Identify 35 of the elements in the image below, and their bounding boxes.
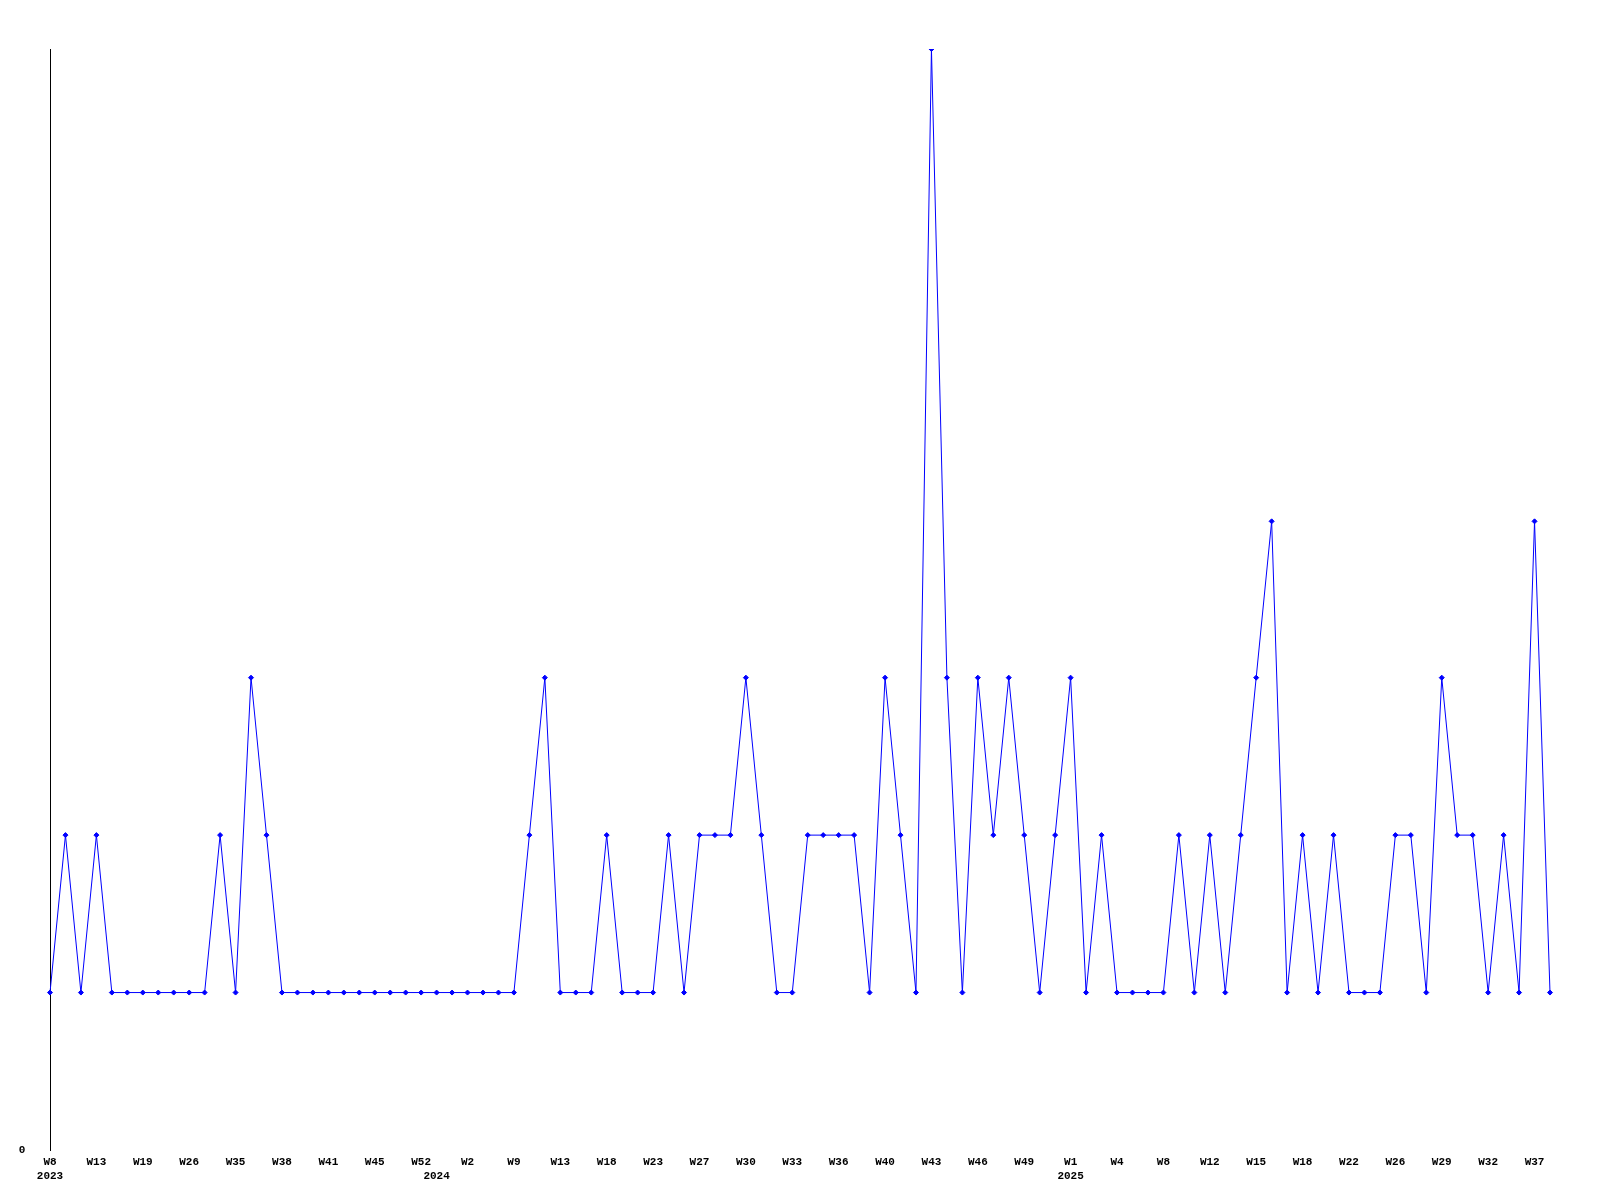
x-tick-label: W18 xyxy=(596,1156,617,1169)
x-tick-label: W19 xyxy=(132,1156,153,1169)
x-tick-label: W18 xyxy=(1292,1156,1313,1169)
x-tick-label: W38 xyxy=(272,1156,293,1169)
x-tick-label: W45 xyxy=(364,1156,386,1169)
x-tick-label: W46 xyxy=(967,1156,988,1169)
x-tick-label: W36 xyxy=(828,1156,849,1169)
x-tick-label: W29 xyxy=(1431,1156,1452,1169)
x-tick-label: W49 xyxy=(1014,1156,1035,1169)
x-tick-label: W26 xyxy=(179,1156,200,1169)
x-tick-label: W35 xyxy=(225,1156,246,1169)
x-tick-label: W12 xyxy=(1199,1156,1220,1169)
x-tick-label: W22 xyxy=(1339,1156,1359,1169)
x-tick-label: W2 xyxy=(460,1156,475,1169)
x-tick-label: W13 xyxy=(86,1156,107,1169)
x-tick-label: W43 xyxy=(921,1156,942,1169)
x-tick-label: W9 xyxy=(507,1156,521,1169)
x-tick-label: 2024 xyxy=(423,1169,451,1182)
x-tick-label: W32 xyxy=(1478,1156,1499,1169)
x-tick-label: W8 2023 xyxy=(36,1156,64,1182)
x-tick-label: W27 xyxy=(689,1156,710,1169)
text: 0 xyxy=(18,1143,26,1156)
x-tick-label: W1 2025 xyxy=(1057,1156,1085,1182)
x-tick-label: W37 xyxy=(1524,1156,1545,1169)
x-tick-label: W33 xyxy=(782,1156,803,1169)
x-tick-label: W23 xyxy=(643,1156,664,1169)
x-tick-label: W8 xyxy=(1156,1156,1171,1169)
x-tick-label: W13 xyxy=(550,1156,571,1169)
x-tick-label: W52 xyxy=(411,1156,432,1169)
x-tick-label: W26 xyxy=(1385,1156,1406,1169)
x-tick-label: W40 xyxy=(875,1156,895,1169)
x-tick-label: W15 xyxy=(1246,1156,1267,1169)
x-tick-label: W4 xyxy=(1110,1156,1125,1169)
x-tick-label: W41 xyxy=(318,1156,339,1169)
x-tick-label: W30 xyxy=(735,1156,756,1169)
